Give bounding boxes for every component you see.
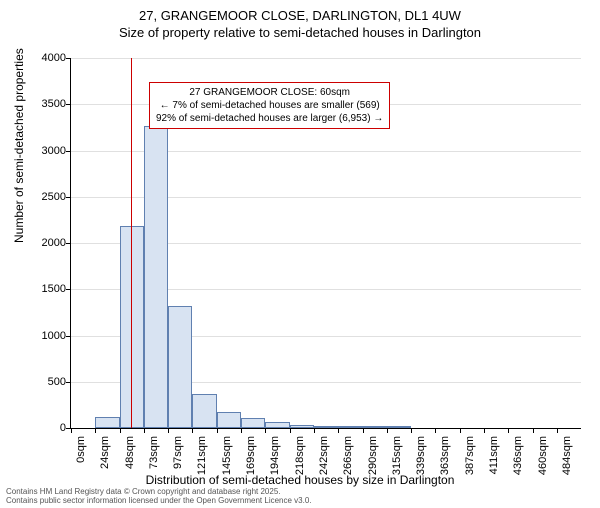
histogram-bar	[95, 417, 119, 428]
histogram-bar	[168, 306, 192, 428]
x-tick	[484, 428, 485, 433]
x-tick	[387, 428, 388, 433]
y-tick	[66, 382, 71, 383]
y-tick-label: 2000	[26, 237, 66, 249]
x-tick	[95, 428, 96, 433]
y-tick	[66, 197, 71, 198]
x-tick-label: 145sqm	[221, 436, 233, 475]
histogram-bar	[314, 426, 338, 428]
footer: Contains HM Land Registry data © Crown c…	[6, 487, 312, 506]
x-tick	[435, 428, 436, 433]
x-tick-label: 73sqm	[148, 436, 160, 469]
x-tick-label: 339sqm	[415, 436, 427, 475]
x-tick-label: 0sqm	[75, 436, 87, 463]
y-tick-label: 1500	[26, 283, 66, 295]
y-axis-label: Number of semi-detached properties	[12, 48, 26, 243]
x-tick-label: 387sqm	[464, 436, 476, 475]
x-tick-label: 484sqm	[561, 436, 573, 475]
x-tick	[460, 428, 461, 433]
x-tick	[338, 428, 339, 433]
x-tick	[192, 428, 193, 433]
x-tick	[508, 428, 509, 433]
histogram-bar	[241, 418, 265, 428]
x-tick-label: 169sqm	[245, 436, 257, 475]
y-tick-label: 3000	[26, 145, 66, 157]
x-tick	[265, 428, 266, 433]
x-tick	[120, 428, 121, 433]
y-tick	[66, 58, 71, 59]
title-sub: Size of property relative to semi-detach…	[0, 25, 600, 40]
footer-line-1: Contains HM Land Registry data © Crown c…	[6, 487, 312, 497]
gridline	[71, 58, 581, 59]
x-tick	[363, 428, 364, 433]
x-tick-label: 218sqm	[294, 436, 306, 475]
annotation-box: 27 GRANGEMOOR CLOSE: 60sqm← 7% of semi-d…	[149, 82, 390, 129]
x-tick-label: 48sqm	[124, 436, 136, 469]
y-tick-label: 2500	[26, 191, 66, 203]
histogram-bar	[338, 426, 362, 428]
chart-area: 050010001500200025003000350040000sqm24sq…	[70, 58, 580, 428]
x-tick-label: 315sqm	[391, 436, 403, 475]
x-tick	[314, 428, 315, 433]
y-tick-label: 4000	[26, 52, 66, 64]
x-tick	[241, 428, 242, 433]
title-main: 27, GRANGEMOOR CLOSE, DARLINGTON, DL1 4U…	[0, 8, 600, 23]
x-tick	[217, 428, 218, 433]
x-tick	[557, 428, 558, 433]
x-tick-label: 242sqm	[318, 436, 330, 475]
x-tick	[71, 428, 72, 433]
annotation-line: ← 7% of semi-detached houses are smaller…	[156, 99, 383, 112]
y-tick-label: 1000	[26, 330, 66, 342]
x-tick-label: 290sqm	[367, 436, 379, 475]
histogram-bar	[192, 394, 216, 428]
y-tick-label: 3500	[26, 98, 66, 110]
y-tick	[66, 151, 71, 152]
y-tick	[66, 243, 71, 244]
x-tick-label: 97sqm	[172, 436, 184, 469]
x-tick	[144, 428, 145, 433]
y-tick-label: 0	[26, 422, 66, 434]
y-tick	[66, 336, 71, 337]
x-tick	[290, 428, 291, 433]
x-tick-label: 460sqm	[537, 436, 549, 475]
y-tick	[66, 104, 71, 105]
histogram-bar	[290, 425, 314, 428]
x-tick	[411, 428, 412, 433]
annotation-line: 92% of semi-detached houses are larger (…	[156, 112, 383, 125]
x-tick	[533, 428, 534, 433]
x-tick-label: 363sqm	[439, 436, 451, 475]
plot: 050010001500200025003000350040000sqm24sq…	[70, 58, 581, 429]
x-axis-label: Distribution of semi-detached houses by …	[0, 473, 600, 487]
x-tick	[168, 428, 169, 433]
annotation-line: 27 GRANGEMOOR CLOSE: 60sqm	[156, 86, 383, 99]
x-tick-label: 121sqm	[196, 436, 208, 475]
x-tick-label: 24sqm	[99, 436, 111, 469]
histogram-bar	[387, 426, 411, 428]
histogram-bar	[265, 422, 289, 428]
histogram-bar	[217, 412, 241, 428]
histogram-bar	[144, 126, 168, 428]
reference-line	[131, 58, 132, 428]
x-tick-label: 194sqm	[269, 436, 281, 475]
histogram-bar	[363, 426, 387, 428]
x-tick-label: 411sqm	[488, 436, 500, 474]
x-tick-label: 266sqm	[342, 436, 354, 475]
y-tick	[66, 289, 71, 290]
x-tick-label: 436sqm	[512, 436, 524, 475]
footer-line-2: Contains public sector information licen…	[6, 496, 312, 506]
y-tick-label: 500	[26, 376, 66, 388]
